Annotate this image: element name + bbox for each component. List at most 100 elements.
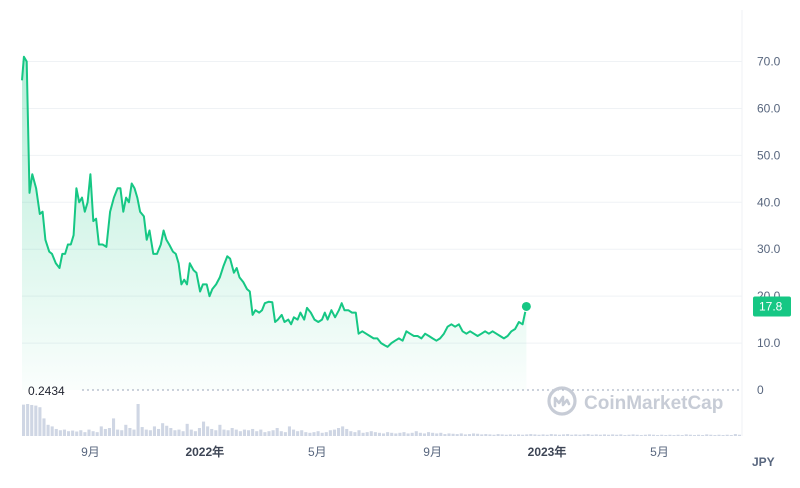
- volume-bar: [717, 434, 721, 436]
- volume-bar: [112, 418, 116, 436]
- volume-bar: [328, 430, 332, 436]
- volume-bar: [496, 434, 500, 436]
- volume-bar: [238, 431, 242, 436]
- volume-bar: [643, 434, 647, 436]
- volume-bar: [193, 431, 197, 436]
- volume-bar: [631, 434, 635, 436]
- volume-bar: [562, 434, 566, 436]
- volume-bar: [46, 424, 50, 436]
- volume-bar: [255, 431, 259, 436]
- volume-bar: [484, 434, 488, 436]
- volume-bar: [414, 431, 418, 436]
- volume-bar: [107, 428, 111, 436]
- volume-bar: [283, 432, 287, 436]
- volume-bar: [504, 434, 508, 436]
- x-time-label: 2023年: [528, 444, 567, 459]
- volume-bar: [210, 428, 214, 436]
- y-tick-label: 40.0: [757, 195, 781, 209]
- volume-bar: [128, 428, 132, 436]
- volume-bar: [463, 434, 467, 436]
- volume-bar: [62, 429, 66, 436]
- volume-bar: [332, 429, 336, 436]
- volume-bar: [639, 435, 643, 436]
- volume-bar: [619, 434, 623, 436]
- volume-bar: [185, 423, 189, 436]
- volume-bar: [38, 407, 42, 436]
- volume-bar: [427, 432, 431, 436]
- x-axis-labels: 9月 2022年 5月 9月 2023年 5月: [81, 444, 669, 459]
- volume-bar: [472, 433, 476, 436]
- price-area: [22, 56, 527, 391]
- volume-bar: [120, 430, 124, 436]
- volume-bar: [459, 433, 463, 436]
- x-time-label: 9月: [81, 445, 100, 459]
- x-time-label: 5月: [308, 445, 327, 459]
- volume-bar: [402, 432, 406, 436]
- volume-bar: [177, 429, 181, 436]
- y-tick-label: 10.0: [757, 336, 781, 350]
- volume-bar: [721, 435, 725, 436]
- volume-bar: [87, 429, 91, 436]
- volume-bar: [660, 434, 664, 436]
- y-tick-label: 60.0: [757, 101, 781, 115]
- volume-bar: [54, 428, 58, 436]
- last-price-dot: [520, 300, 532, 312]
- x-time-label: 9月: [423, 445, 442, 459]
- volume-bar: [692, 435, 696, 436]
- volume-bar: [570, 434, 574, 436]
- volume-bar: [148, 430, 152, 436]
- volume-bar: [79, 430, 83, 436]
- volume-bar: [345, 428, 349, 436]
- price-line[interactable]: [21, 55, 528, 348]
- volume-max-label: 0.2434: [28, 384, 65, 398]
- volume-bar: [275, 428, 279, 436]
- volume-bar: [480, 434, 484, 436]
- volume-bar: [152, 426, 156, 436]
- volume-bar: [189, 429, 193, 436]
- volume-bar: [627, 434, 631, 436]
- volume-bar: [521, 434, 525, 436]
- volume-bar: [647, 434, 651, 436]
- price-line-group[interactable]: [21, 55, 528, 348]
- volume-bar: [124, 424, 128, 436]
- volume-bar: [83, 432, 87, 436]
- volume-bar: [394, 433, 398, 436]
- volume-bar: [308, 432, 312, 436]
- volume-bar: [181, 431, 185, 436]
- volume-bar: [668, 434, 672, 436]
- volume-bar: [42, 418, 46, 436]
- volume-bar: [684, 434, 688, 436]
- volume-bar: [557, 434, 561, 436]
- last-price-label: 17.8: [759, 299, 783, 313]
- volume-bar: [451, 433, 455, 436]
- volume-bar: [353, 432, 357, 436]
- volume-bar: [30, 404, 34, 436]
- volume-bar: [410, 432, 414, 436]
- volume-bar: [455, 434, 459, 436]
- x-time-label: 5月: [650, 445, 669, 459]
- volume-bar: [508, 434, 512, 436]
- volume-bar: [709, 434, 713, 436]
- volume-bar: [688, 434, 692, 436]
- volume-bar: [296, 431, 300, 436]
- y-tick-label: 70.0: [757, 55, 781, 69]
- volume-bars: [22, 404, 741, 436]
- volume-bar: [725, 434, 729, 436]
- volume-bar: [701, 435, 705, 436]
- volume-bar: [316, 431, 320, 436]
- volume-bar: [218, 424, 222, 436]
- watermark-text: CoinMarketCap: [584, 393, 723, 414]
- volume-bar: [705, 434, 709, 436]
- y-tick-label: 30.0: [757, 242, 781, 256]
- volume-bar: [398, 432, 402, 436]
- volume-bar: [71, 430, 75, 436]
- volume-bar: [537, 434, 541, 436]
- volume-bar: [99, 426, 103, 436]
- volume-bar: [259, 429, 263, 436]
- volume-bar: [594, 434, 598, 436]
- volume-bar: [447, 433, 451, 436]
- volume-bar: [136, 404, 140, 436]
- volume-bar: [34, 405, 38, 436]
